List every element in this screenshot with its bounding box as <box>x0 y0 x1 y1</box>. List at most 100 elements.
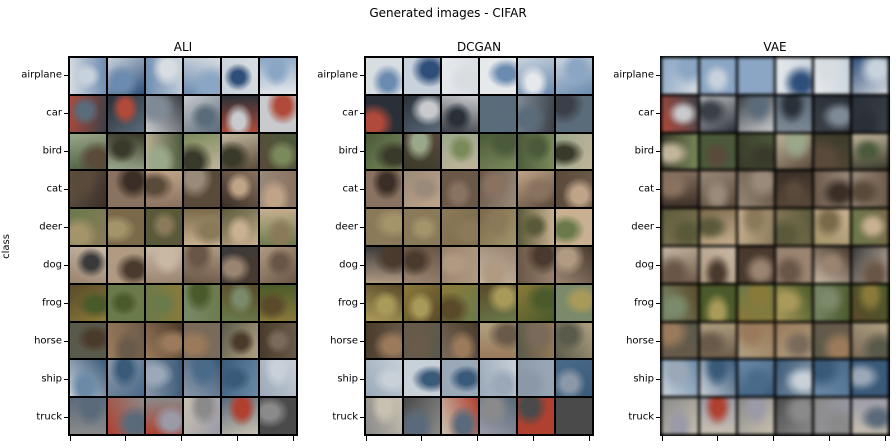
row-label-ship: ship <box>633 373 654 385</box>
generated-image-bird <box>222 133 258 170</box>
y-tick <box>656 341 660 342</box>
row-labels-dcgan: airplane car bird cat deer dog frog horse ship tr… <box>306 56 364 436</box>
row-label-car: car <box>342 107 358 119</box>
generated-image-frog <box>442 284 478 321</box>
row-labels-ali: airplane car bird cat deer dog frog horse ship tr… <box>10 56 68 436</box>
y-tick <box>656 303 660 304</box>
row-label-bird: bird <box>338 145 358 157</box>
row-label-dog: dog <box>635 259 654 271</box>
row-label-frog: frog <box>634 297 654 309</box>
generated-image-dog <box>366 246 402 283</box>
x-tick <box>181 436 182 441</box>
row-label-dog: dog <box>43 259 62 271</box>
generated-image-horse <box>404 322 440 359</box>
generated-image-dog <box>518 246 554 283</box>
generated-image-cat <box>700 171 736 208</box>
y-tick <box>64 265 68 266</box>
generated-image-horse <box>260 322 296 359</box>
generated-image-cat <box>222 171 258 208</box>
generated-image-car <box>814 95 850 132</box>
y-tick <box>656 113 660 114</box>
generated-image-deer <box>852 209 888 245</box>
y-tick <box>64 227 68 228</box>
generated-image-airplane <box>260 58 296 94</box>
generated-image-bird <box>662 133 698 170</box>
generated-image-airplane <box>366 58 402 94</box>
generated-image-car <box>662 95 698 132</box>
generated-image-deer <box>146 209 182 245</box>
generated-image-cat <box>404 171 440 208</box>
generated-image-bird <box>404 133 440 170</box>
y-tick <box>360 303 364 304</box>
generated-image-truck <box>146 398 182 434</box>
generated-image-car <box>738 95 774 132</box>
generated-image-bird <box>776 133 812 170</box>
y-tick <box>360 227 364 228</box>
generated-image-cat <box>662 171 698 208</box>
generated-image-car <box>404 95 440 132</box>
generated-image-truck <box>184 398 220 434</box>
generated-image-ship <box>852 360 888 397</box>
y-tick <box>64 379 68 380</box>
generated-image-ship <box>776 360 812 397</box>
x-tick <box>717 436 718 441</box>
generated-image-car <box>260 95 296 132</box>
generated-image-ship <box>442 360 478 397</box>
row-label-cat: cat <box>46 183 62 195</box>
x-ticks-ali <box>68 436 298 442</box>
generated-image-horse <box>556 322 592 359</box>
row-label-deer: deer <box>335 221 358 233</box>
generated-image-frog <box>480 284 516 321</box>
generated-image-ship <box>184 360 220 397</box>
row-label-dog: dog <box>339 259 358 271</box>
row-label-ship: ship <box>41 373 62 385</box>
generated-image-ship <box>700 360 736 397</box>
generated-image-horse <box>184 322 220 359</box>
x-tick <box>829 436 830 441</box>
generated-image-truck <box>404 398 440 434</box>
generated-image-horse <box>662 322 698 359</box>
x-ticks-dcgan <box>364 436 594 442</box>
generated-image-airplane <box>518 58 554 94</box>
generated-image-car <box>776 95 812 132</box>
generated-image-horse <box>480 322 516 359</box>
generated-image-cat <box>70 171 106 208</box>
generated-image-bird <box>366 133 402 170</box>
generated-image-dog <box>184 246 220 283</box>
generated-image-airplane <box>108 58 144 94</box>
y-tick <box>656 417 660 418</box>
generated-image-bird <box>184 133 220 170</box>
row-label-truck: truck <box>36 411 62 423</box>
panel-title-ali: ALI <box>173 40 193 54</box>
y-tick <box>64 113 68 114</box>
generated-image-dog <box>776 246 812 283</box>
row-label-horse: horse <box>330 335 358 347</box>
y-tick <box>64 303 68 304</box>
generated-image-cat <box>814 171 850 208</box>
generated-image-car <box>366 95 402 132</box>
generated-image-dog <box>146 246 182 283</box>
generated-image-airplane <box>776 58 812 94</box>
generated-image-frog <box>738 284 774 321</box>
x-tick <box>662 436 663 441</box>
row-label-cat: cat <box>342 183 358 195</box>
generated-image-truck <box>480 398 516 434</box>
row-label-frog: frog <box>42 297 62 309</box>
generated-image-truck <box>366 398 402 434</box>
generated-image-dog <box>556 246 592 283</box>
generated-image-frog <box>814 284 850 321</box>
generated-image-deer <box>776 209 812 245</box>
row-label-ship: ship <box>337 373 358 385</box>
y-tick <box>360 265 364 266</box>
generated-image-frog <box>518 284 554 321</box>
row-label-car: car <box>46 107 62 119</box>
generated-image-ship <box>662 360 698 397</box>
generated-image-bird <box>70 133 106 170</box>
generated-image-deer <box>404 209 440 245</box>
row-label-car: car <box>638 107 654 119</box>
y-tick <box>656 227 660 228</box>
generated-image-cat <box>184 171 220 208</box>
generated-image-car <box>852 95 888 132</box>
generated-image-airplane <box>814 58 850 94</box>
generated-image-deer <box>814 209 850 245</box>
